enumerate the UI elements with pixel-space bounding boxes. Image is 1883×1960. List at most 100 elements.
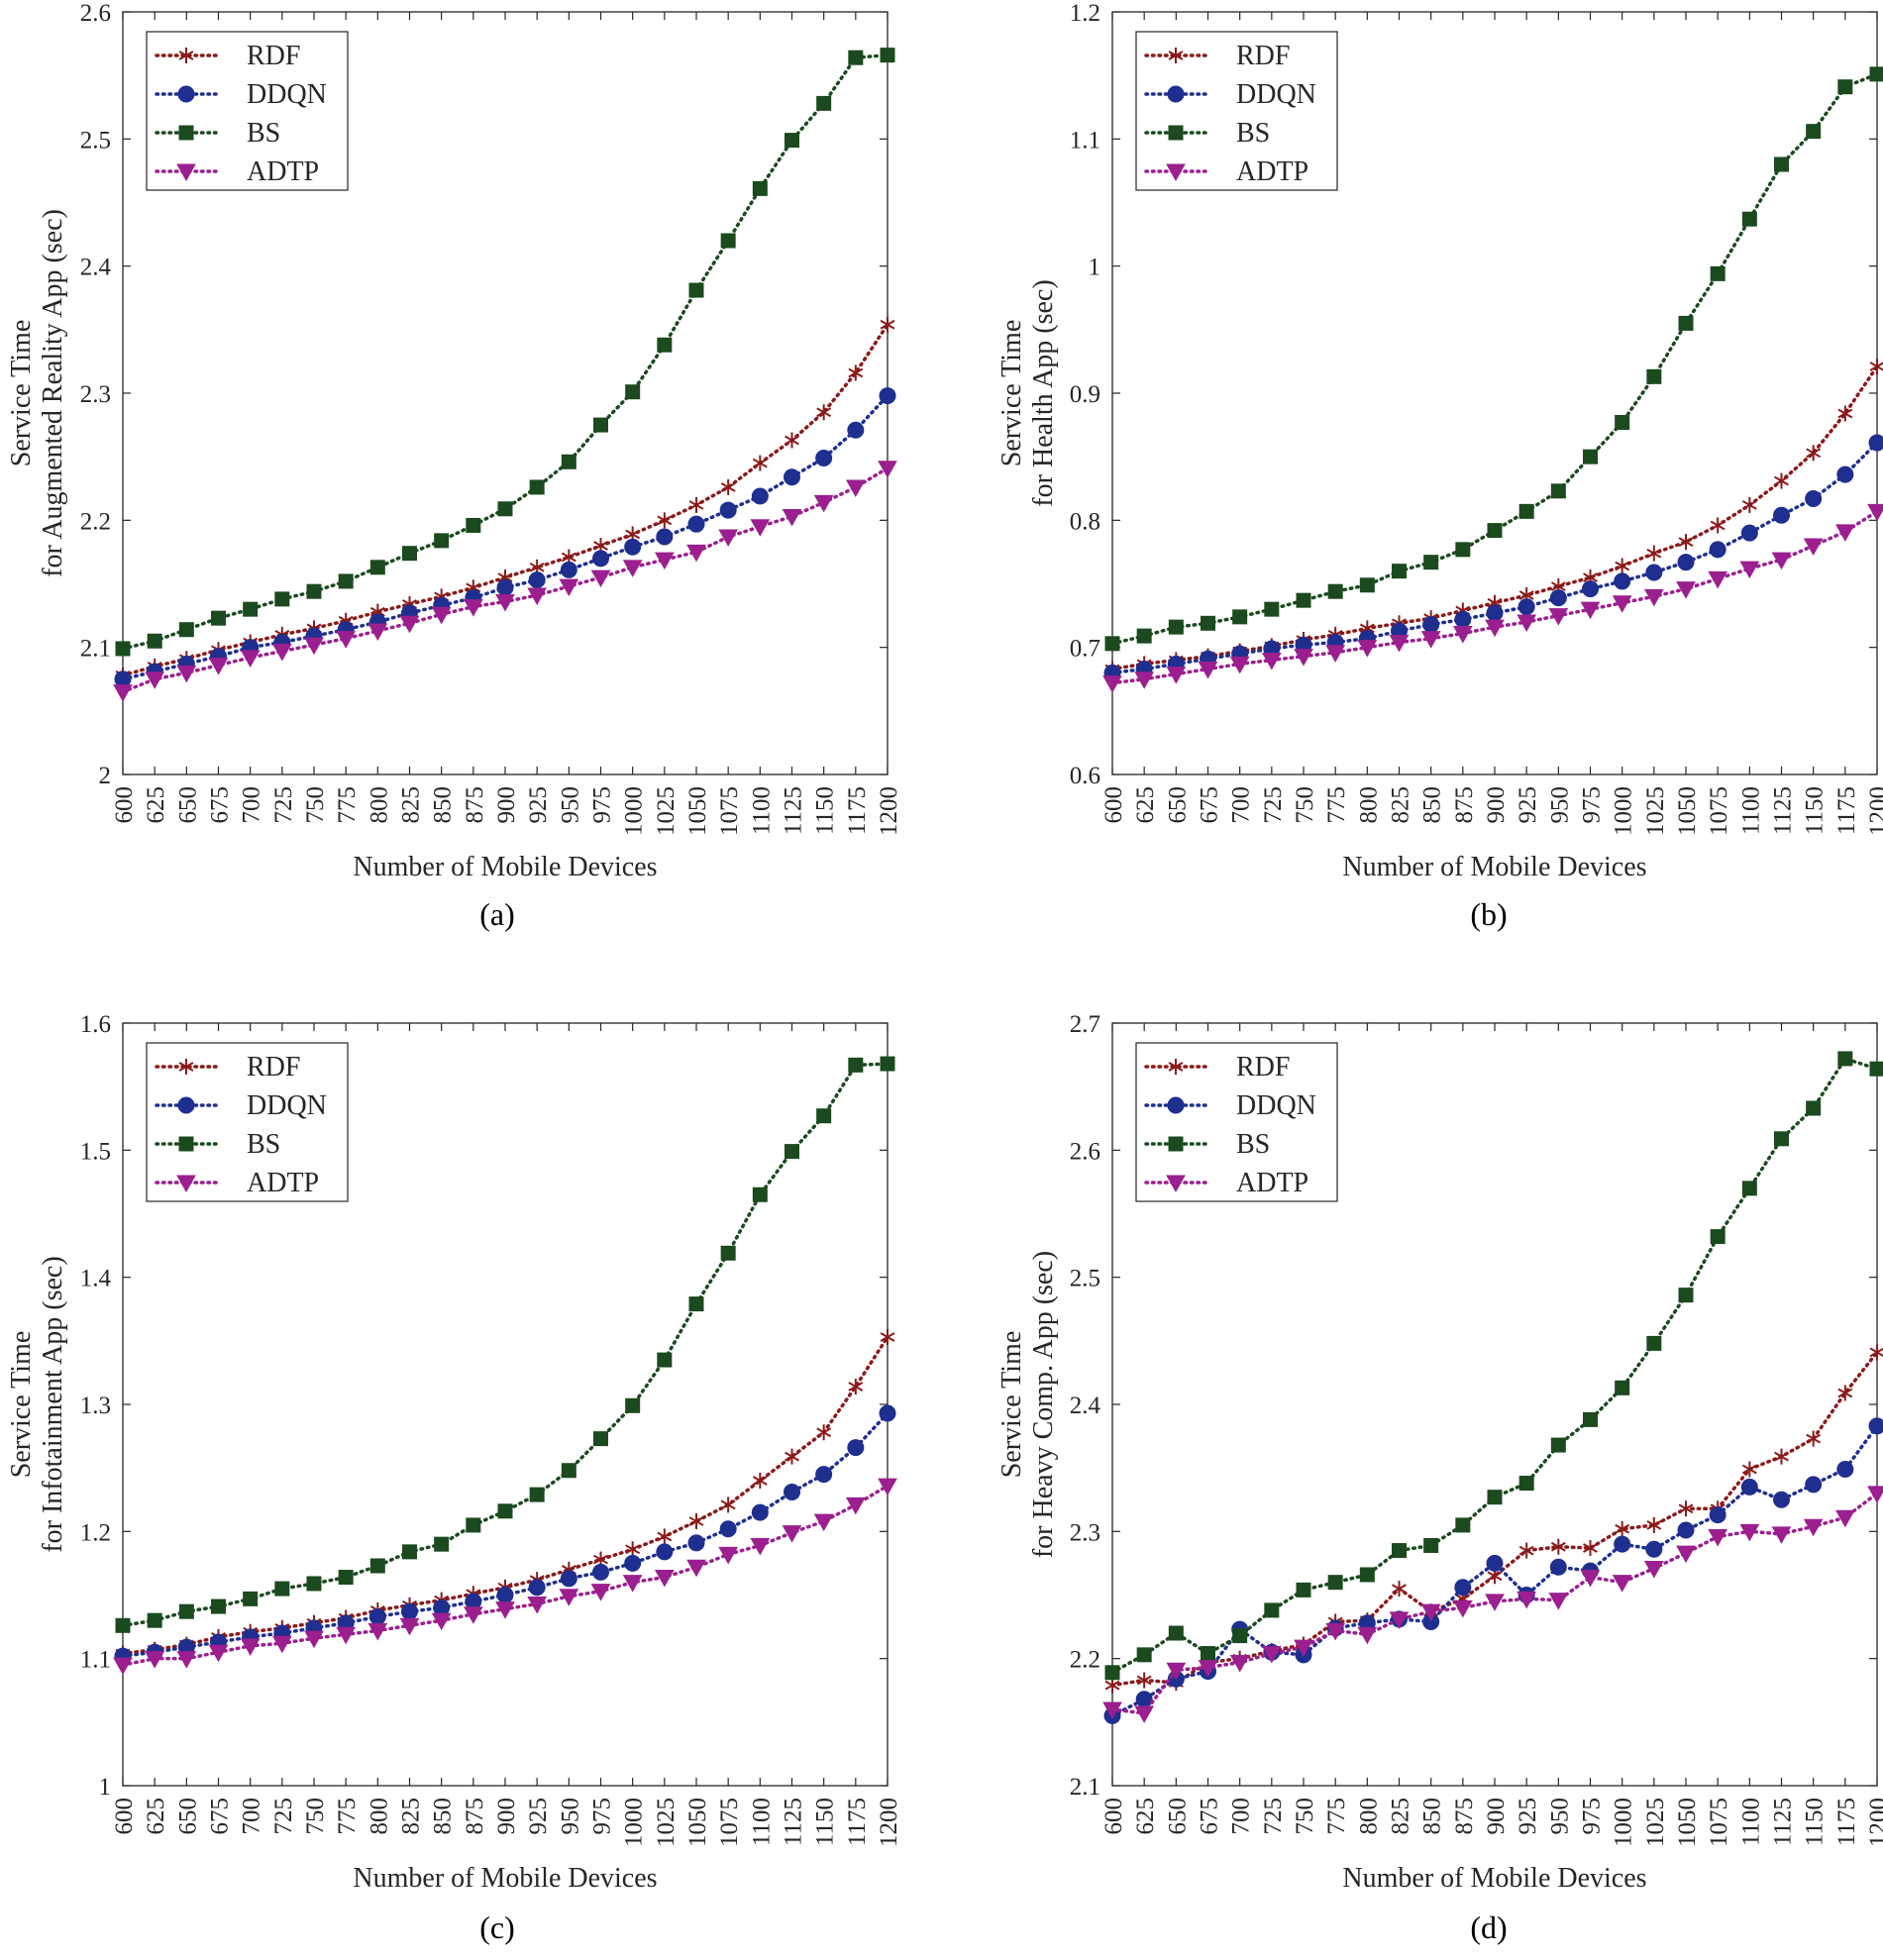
legend-marker bbox=[176, 163, 196, 182]
data-point bbox=[399, 615, 420, 634]
data-point bbox=[1615, 1520, 1630, 1537]
series-line bbox=[121, 393, 889, 681]
data-point bbox=[1261, 1646, 1282, 1664]
x-tick-label: 1000 bbox=[621, 1798, 648, 1847]
x-tick-label: 750 bbox=[1292, 1798, 1318, 1835]
data-point bbox=[466, 1517, 481, 1533]
x-tick-label: 1050 bbox=[684, 786, 711, 836]
x-tick-label: 1100 bbox=[1737, 786, 1764, 835]
data-point bbox=[880, 48, 895, 63]
y-tick-label: 0.6 bbox=[1070, 763, 1100, 789]
data-point bbox=[1168, 1625, 1184, 1641]
y-tick-label: 2.6 bbox=[1070, 1138, 1100, 1165]
data-point bbox=[657, 1528, 673, 1545]
x-tick-label: 1125 bbox=[781, 1798, 807, 1846]
x-tick-label: 850 bbox=[430, 1798, 457, 1835]
data-point bbox=[686, 544, 706, 563]
y-tick-label: 2.3 bbox=[80, 381, 111, 408]
data-point bbox=[1261, 653, 1282, 671]
data-point bbox=[1803, 1518, 1824, 1537]
data-point bbox=[1198, 1660, 1218, 1678]
data-point bbox=[654, 1570, 675, 1588]
data-point bbox=[528, 1579, 546, 1597]
data-point bbox=[1104, 1665, 1120, 1681]
data-point bbox=[816, 1108, 832, 1124]
x-tick-label: 1000 bbox=[1611, 1798, 1637, 1847]
data-point bbox=[1646, 1335, 1662, 1351]
x-tick-label: 1100 bbox=[748, 1798, 775, 1846]
x-axis-label: Number of Mobile Devices bbox=[353, 1863, 657, 1894]
data-point bbox=[1422, 616, 1440, 634]
data-point bbox=[1327, 583, 1343, 599]
data-point bbox=[688, 1296, 704, 1312]
data-point bbox=[590, 1584, 611, 1601]
legend-label: DDQN bbox=[247, 79, 327, 110]
data-point bbox=[848, 364, 864, 381]
data-point bbox=[1296, 1582, 1311, 1598]
x-tick-label: 875 bbox=[462, 1798, 488, 1835]
y-tick-label: 2.2 bbox=[1070, 1647, 1100, 1674]
data-point bbox=[1229, 656, 1250, 674]
legend-entry-bs: BS bbox=[155, 1129, 280, 1160]
data-point bbox=[145, 1651, 165, 1669]
data-point bbox=[1134, 1705, 1155, 1723]
legend-entry-adtp: ADTP bbox=[155, 156, 319, 187]
x-tick-label: 675 bbox=[207, 1798, 234, 1835]
x-tick-label: 1075 bbox=[1706, 1798, 1732, 1847]
data-point bbox=[1485, 619, 1505, 638]
data-point bbox=[1455, 542, 1471, 558]
legend-marker bbox=[1166, 163, 1186, 182]
legend-label: DDQN bbox=[1236, 79, 1316, 110]
data-point bbox=[466, 517, 481, 533]
data-point bbox=[782, 508, 802, 527]
data-point bbox=[1740, 1478, 1758, 1496]
x-tick-label: 675 bbox=[1197, 1798, 1223, 1835]
data-point bbox=[1773, 1491, 1790, 1508]
series-ddqn bbox=[1103, 434, 1883, 681]
data-point bbox=[688, 1513, 704, 1530]
data-point bbox=[113, 1657, 133, 1676]
x-tick-label: 625 bbox=[1132, 1798, 1159, 1835]
y-tick-label: 2.3 bbox=[1070, 1519, 1100, 1546]
data-point bbox=[1774, 1131, 1789, 1147]
data-point bbox=[1232, 1628, 1248, 1644]
data-point bbox=[1452, 626, 1473, 644]
legend: RDF DDQN BS ADTP bbox=[1135, 31, 1338, 191]
data-point bbox=[1774, 472, 1789, 489]
x-tick-label: 775 bbox=[1323, 786, 1350, 824]
legend-marker bbox=[1166, 1175, 1186, 1193]
data-point bbox=[559, 1589, 579, 1606]
data-point bbox=[1868, 1417, 1883, 1435]
data-point bbox=[879, 1404, 896, 1422]
data-point bbox=[686, 1559, 706, 1578]
data-point bbox=[431, 1612, 452, 1631]
data-point bbox=[463, 1606, 483, 1624]
legend-marker bbox=[1167, 85, 1185, 103]
x-tick-label: 625 bbox=[1132, 786, 1159, 824]
series-ddqn bbox=[114, 1404, 896, 1665]
data-point bbox=[497, 501, 513, 517]
legend-entry-ddqn: DDQN bbox=[1144, 79, 1316, 110]
x-tick-label: 1150 bbox=[1802, 786, 1829, 835]
legend-label: ADTP bbox=[1236, 1168, 1308, 1198]
y-axis-label: Service Timefor Augmented Reality App (s… bbox=[6, 209, 68, 577]
data-point bbox=[1325, 645, 1346, 663]
data-point bbox=[434, 533, 450, 549]
data-point bbox=[1518, 503, 1534, 519]
data-point bbox=[1325, 1622, 1346, 1641]
data-point bbox=[1834, 1509, 1855, 1528]
x-tick-label: 800 bbox=[366, 1798, 392, 1835]
data-point bbox=[813, 494, 834, 513]
x-tick-label: 900 bbox=[1483, 1798, 1510, 1835]
x-tick-label: 1025 bbox=[653, 786, 680, 836]
data-point bbox=[687, 1534, 705, 1552]
data-point bbox=[1869, 359, 1883, 375]
legend-label: ADTP bbox=[247, 156, 319, 187]
x-tick-label: 1100 bbox=[1737, 1798, 1764, 1846]
data-point bbox=[271, 1635, 292, 1654]
data-point bbox=[243, 601, 259, 617]
data-point bbox=[1389, 635, 1410, 653]
y-axis-label-line: Service Time bbox=[6, 320, 37, 467]
data-point bbox=[1803, 538, 1824, 557]
data-point bbox=[1868, 434, 1883, 452]
